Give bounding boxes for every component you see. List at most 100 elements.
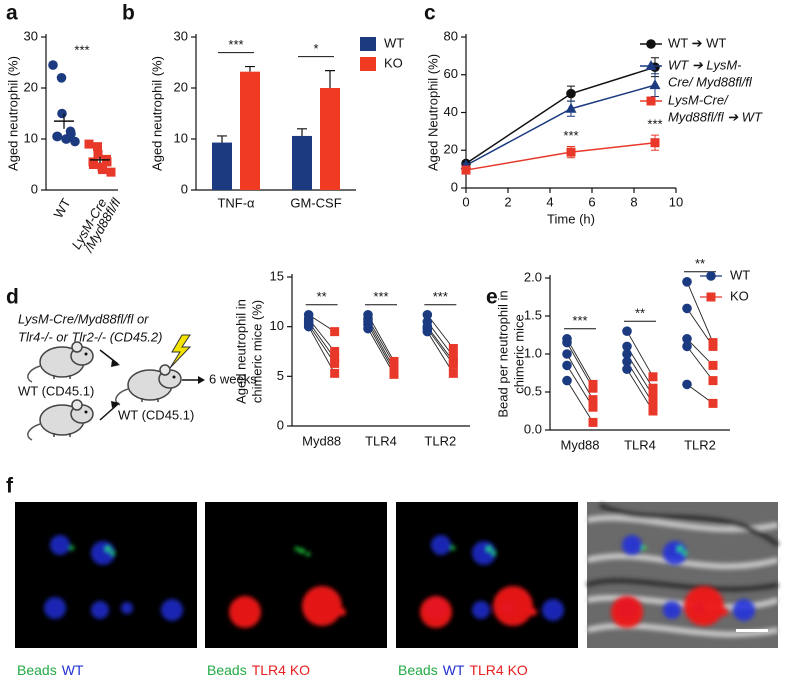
point: [648, 406, 658, 416]
point: [303, 321, 314, 332]
point: [330, 347, 340, 356]
point: [622, 349, 632, 359]
y-tick-label: 0: [181, 181, 188, 196]
point: [648, 391, 658, 401]
point: [708, 398, 718, 408]
cell: [111, 551, 115, 555]
point: [98, 165, 107, 175]
point: [706, 292, 716, 302]
legend-label: Myd88fl/fl ➔ WT: [668, 109, 763, 124]
caption-part: Beads: [17, 662, 57, 678]
donor-label: LysM-Cre/Myd88fl/fl or: [18, 311, 149, 326]
significance: **: [635, 306, 645, 321]
pair-line: [566, 380, 594, 423]
significance: ***: [373, 289, 388, 304]
point: [93, 149, 103, 159]
point: [448, 344, 458, 354]
x-tick-label: Myd88: [302, 433, 341, 448]
point: [562, 337, 572, 348]
significance: ***: [647, 117, 662, 132]
point: [706, 271, 716, 281]
error-bar: [325, 70, 335, 88]
mouse-icon: [115, 364, 182, 406]
y-axis-label: chimeric mice (%): [249, 300, 264, 403]
point: [89, 160, 98, 169]
y-tick-label: 20: [24, 79, 38, 94]
bar: [292, 135, 312, 190]
x-tick-label: TLR2: [424, 433, 456, 448]
y-tick-label: 0: [31, 181, 38, 196]
y-tick-label: 10: [24, 130, 38, 145]
cell: [306, 552, 310, 556]
cell: [622, 535, 642, 555]
legend-label: Cre/ Myd88fl/fl: [668, 74, 753, 89]
panel-label: e: [486, 286, 498, 309]
point: [622, 341, 632, 352]
point: [588, 402, 598, 412]
y-tick-label: 0.5: [524, 383, 542, 398]
point: [422, 309, 433, 320]
bar: [212, 142, 232, 190]
x-tick-label: TLR4: [624, 437, 656, 452]
cell: [229, 596, 261, 628]
point: [106, 167, 116, 177]
y-tick-label: 0.0: [524, 421, 542, 436]
y-tick-label: 60: [444, 66, 458, 81]
point: [363, 323, 373, 334]
cell: [720, 608, 728, 616]
point: [70, 136, 80, 147]
y-tick-label: 0: [451, 179, 458, 194]
line: [465, 141, 656, 171]
point: [646, 39, 656, 49]
y-tick-label: 80: [444, 28, 458, 43]
panel-label: f: [6, 475, 14, 498]
legend-label: KO: [730, 288, 749, 303]
cell: [542, 599, 564, 621]
point: [649, 79, 661, 90]
cell: [420, 596, 452, 628]
x-tick-label: 10: [669, 194, 683, 209]
cell: [44, 597, 66, 619]
cell: [105, 546, 111, 552]
cell: [451, 546, 455, 550]
y-axis-label: Aged neutrophil (%): [5, 56, 20, 171]
y-tick-label: 20: [174, 79, 188, 94]
legend-label: KO: [384, 55, 403, 70]
y-tick-label: 2.0: [524, 269, 542, 284]
cell: [431, 535, 451, 555]
cell: [50, 535, 70, 555]
significance: **: [317, 289, 327, 304]
point: [330, 327, 340, 337]
x-tick-label: 8: [630, 194, 637, 209]
cell: [663, 601, 681, 619]
cell: [338, 608, 346, 616]
cell: [677, 546, 683, 552]
y-tick-label: 20: [444, 142, 458, 157]
cell: [529, 608, 537, 616]
recipient-label: WT (CD45.1): [118, 407, 194, 422]
caption-part: WT: [443, 662, 465, 678]
pair-line: [686, 346, 714, 381]
point: [562, 349, 572, 359]
point: [682, 334, 692, 344]
point: [52, 131, 63, 142]
point: [622, 356, 632, 367]
y-tick-label: 15: [270, 268, 284, 283]
legend-label: WT: [730, 267, 750, 282]
caption: Beads TLR4 KO: [207, 662, 310, 678]
error-bar: [297, 128, 307, 136]
point: [562, 360, 572, 371]
arrow-head: [111, 360, 120, 408]
cells: [44, 535, 755, 628]
panel-label: d: [6, 286, 19, 309]
point: [622, 364, 632, 375]
point: [588, 417, 598, 427]
caption-part: TLR4 KO: [252, 662, 310, 678]
cell: [161, 599, 183, 621]
pair-line: [566, 338, 594, 385]
point: [682, 277, 692, 287]
cell: [472, 601, 490, 619]
point: [566, 88, 576, 99]
cell: [493, 586, 533, 626]
